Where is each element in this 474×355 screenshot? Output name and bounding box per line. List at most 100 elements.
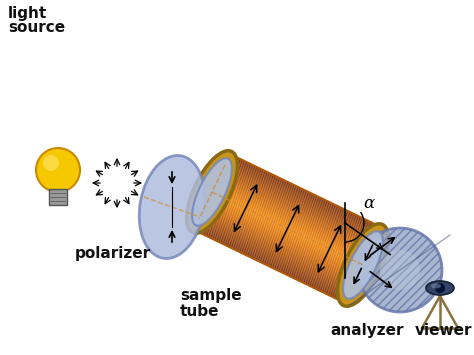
Polygon shape [200, 217, 351, 290]
Polygon shape [194, 229, 345, 303]
Polygon shape [212, 191, 364, 265]
Text: analyzer: analyzer [330, 323, 403, 338]
Polygon shape [209, 198, 360, 272]
Polygon shape [208, 201, 359, 274]
FancyBboxPatch shape [49, 189, 67, 205]
Polygon shape [209, 197, 361, 271]
Polygon shape [209, 198, 360, 273]
Polygon shape [222, 171, 373, 245]
Polygon shape [208, 200, 359, 273]
Polygon shape [196, 224, 347, 298]
Polygon shape [213, 188, 365, 262]
Polygon shape [207, 202, 358, 276]
Polygon shape [211, 192, 363, 266]
Polygon shape [219, 178, 370, 252]
Polygon shape [222, 170, 374, 244]
Polygon shape [226, 163, 377, 237]
Polygon shape [216, 182, 367, 257]
Text: source: source [8, 20, 65, 35]
Polygon shape [210, 194, 362, 268]
Polygon shape [197, 222, 348, 296]
Ellipse shape [343, 231, 383, 299]
Polygon shape [221, 172, 373, 246]
Polygon shape [206, 204, 357, 278]
Polygon shape [199, 218, 351, 291]
Circle shape [435, 283, 445, 293]
Polygon shape [220, 175, 371, 249]
Polygon shape [210, 195, 362, 269]
Polygon shape [214, 187, 365, 261]
Polygon shape [225, 164, 377, 237]
Polygon shape [216, 184, 367, 257]
Polygon shape [215, 185, 366, 260]
Polygon shape [195, 227, 346, 301]
Polygon shape [204, 207, 356, 281]
Polygon shape [221, 173, 372, 247]
Polygon shape [196, 223, 348, 297]
Circle shape [43, 155, 59, 171]
Polygon shape [215, 185, 367, 258]
Polygon shape [222, 169, 374, 243]
Polygon shape [196, 225, 347, 299]
Polygon shape [198, 219, 350, 293]
Ellipse shape [139, 155, 205, 258]
Polygon shape [211, 193, 363, 267]
Polygon shape [223, 168, 375, 241]
Polygon shape [226, 162, 378, 236]
Polygon shape [220, 174, 372, 248]
Polygon shape [202, 212, 354, 286]
Polygon shape [199, 218, 350, 293]
Polygon shape [201, 213, 353, 287]
Polygon shape [227, 161, 378, 235]
Circle shape [36, 148, 80, 192]
Text: polarizer: polarizer [75, 246, 151, 261]
Text: tube: tube [180, 304, 219, 319]
Polygon shape [217, 182, 368, 256]
Polygon shape [194, 228, 346, 302]
Polygon shape [206, 203, 357, 277]
Polygon shape [229, 155, 381, 229]
Polygon shape [228, 159, 379, 233]
Ellipse shape [380, 250, 420, 290]
Polygon shape [203, 209, 355, 283]
Polygon shape [227, 160, 379, 234]
Polygon shape [212, 190, 364, 264]
Polygon shape [210, 196, 361, 270]
Polygon shape [230, 154, 381, 228]
Polygon shape [219, 176, 371, 250]
Polygon shape [201, 214, 353, 288]
Polygon shape [202, 211, 354, 285]
Polygon shape [229, 156, 380, 230]
Polygon shape [198, 220, 349, 294]
Polygon shape [214, 186, 366, 260]
Ellipse shape [192, 158, 232, 226]
Polygon shape [218, 180, 369, 254]
Polygon shape [217, 181, 368, 255]
Text: sample: sample [180, 288, 242, 303]
Ellipse shape [337, 224, 388, 306]
Ellipse shape [187, 151, 237, 233]
Polygon shape [213, 189, 365, 263]
Polygon shape [205, 206, 356, 280]
Polygon shape [195, 226, 346, 300]
Text: α: α [363, 195, 374, 212]
Ellipse shape [358, 228, 442, 312]
Text: light: light [8, 6, 47, 21]
Polygon shape [218, 179, 369, 253]
Polygon shape [201, 215, 352, 289]
Polygon shape [228, 157, 380, 231]
Polygon shape [228, 158, 380, 232]
Polygon shape [203, 210, 355, 284]
Polygon shape [223, 168, 374, 242]
Polygon shape [204, 208, 355, 282]
Ellipse shape [431, 284, 441, 289]
Polygon shape [224, 165, 376, 240]
Polygon shape [205, 205, 356, 279]
Text: viewer: viewer [415, 323, 473, 338]
Polygon shape [207, 201, 358, 275]
Polygon shape [219, 177, 370, 251]
Polygon shape [224, 166, 375, 240]
Polygon shape [225, 165, 376, 239]
Polygon shape [200, 215, 352, 290]
Polygon shape [197, 221, 349, 295]
